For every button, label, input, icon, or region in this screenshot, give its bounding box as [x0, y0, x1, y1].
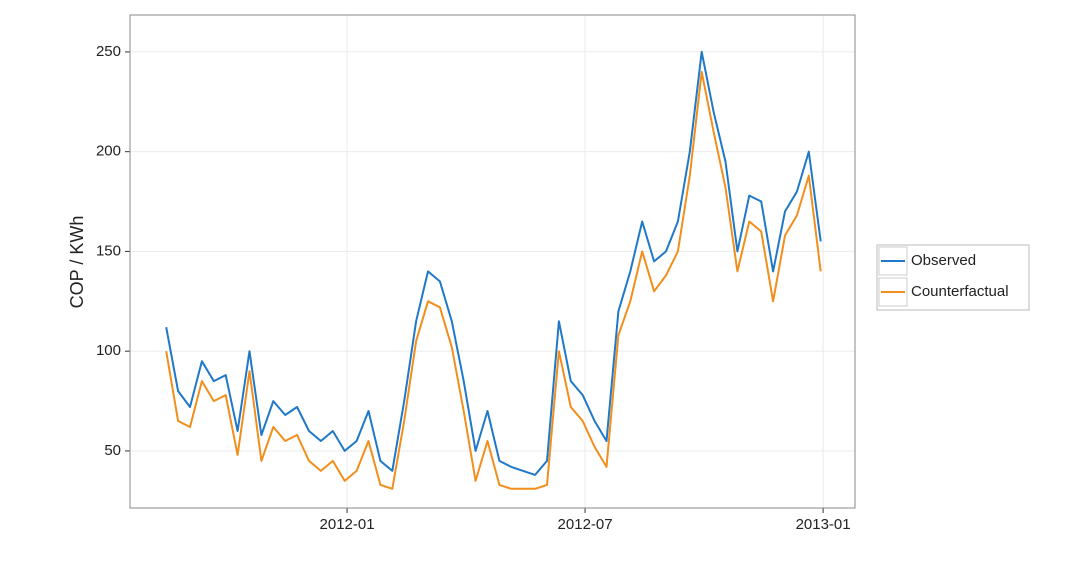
x-tick-label: 2012-07 — [558, 516, 613, 533]
series-line — [165, 70, 822, 490]
x-tick-label: 2012-01 — [320, 516, 375, 533]
y-tick-label: 50 — [104, 442, 121, 459]
series-line — [165, 50, 822, 476]
plot-background — [130, 15, 855, 508]
y-tick-label: 200 — [96, 143, 121, 160]
y-tick-label: 150 — [96, 242, 121, 259]
legend-label: Counterfactual — [911, 283, 1009, 300]
y-tick-label: 250 — [96, 43, 121, 60]
y-tick-label: 100 — [96, 342, 121, 359]
legend-label: Observed — [911, 252, 976, 269]
y-axis-label: COP / KWh — [67, 216, 87, 309]
x-tick-label: 2013-01 — [796, 516, 851, 533]
plot-border — [129, 14, 856, 509]
